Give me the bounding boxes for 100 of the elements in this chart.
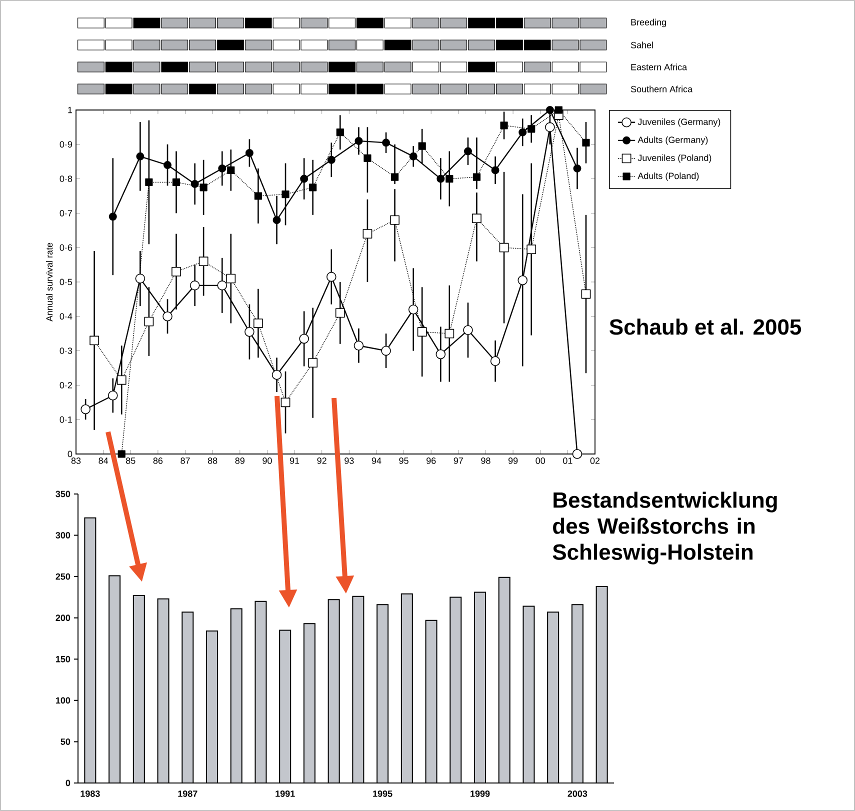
- point: [354, 340, 364, 351]
- point: [218, 164, 226, 172]
- y-tick-label: 100: [56, 697, 70, 704]
- text: Bestandsentwicklung des Weißstorchs in Schleswig-Holstein: [552, 492, 777, 564]
- y-tick-label: 350: [56, 490, 70, 498]
- point: [417, 327, 427, 337]
- point: [217, 280, 228, 290]
- point: [198, 256, 208, 266]
- x-tick-label: 01: [563, 458, 572, 464]
- point: [172, 178, 180, 186]
- y-axis-title: Annual survival rate: [46, 242, 53, 322]
- point: [464, 147, 472, 156]
- legend-label: Adults (Poland): [638, 172, 699, 181]
- point: [472, 173, 481, 181]
- x-tick-label: 88: [208, 458, 218, 464]
- y-tick-label: 250: [56, 573, 70, 580]
- point: [172, 266, 181, 276]
- point: [254, 318, 263, 328]
- point: [500, 122, 508, 130]
- point: [472, 214, 482, 224]
- y-tick-label: 150: [56, 656, 70, 662]
- legend-label: Adults (Germany): [638, 136, 708, 145]
- point: [499, 242, 509, 252]
- point: [573, 164, 582, 172]
- x-tick-label: 2003: [568, 790, 588, 797]
- x-tick-label: 90: [262, 458, 272, 464]
- point: [554, 106, 562, 114]
- point: [190, 180, 199, 188]
- point: [326, 272, 336, 282]
- point: [308, 358, 318, 368]
- point: [518, 275, 528, 286]
- x-tick-label: 02: [590, 458, 600, 464]
- y-tick-label: 50: [60, 738, 70, 745]
- point: [354, 136, 363, 145]
- y-tick-label: 300: [56, 532, 70, 538]
- point: [280, 398, 290, 408]
- point: [572, 449, 582, 459]
- y-tick-label: 0·3: [60, 348, 72, 354]
- point: [526, 244, 536, 254]
- x-tick-label: 92: [317, 458, 326, 464]
- y-tick-label: 0·2: [60, 382, 72, 388]
- text: Eastern Africa: [631, 64, 688, 70]
- y-tick-label: 0·7: [60, 210, 72, 216]
- point: [463, 325, 473, 336]
- x-tick-label: 83: [71, 458, 81, 464]
- y-tick-label: 0·6: [60, 244, 72, 251]
- point: [381, 346, 391, 356]
- x-tick-label: 85: [126, 458, 136, 464]
- point: [108, 212, 117, 221]
- x-tick-label: 91: [290, 458, 300, 464]
- text: Schaub et al. 2005: [610, 318, 802, 335]
- point: [116, 375, 126, 385]
- point: [362, 229, 372, 239]
- point: [528, 125, 536, 133]
- point: [408, 304, 418, 314]
- y-tick-label: 0·4: [60, 313, 72, 320]
- y-tick-label: 0: [66, 780, 70, 786]
- y-tick-label: 0·5: [60, 278, 72, 286]
- text: Southern Africa: [630, 86, 693, 92]
- point: [327, 156, 336, 164]
- point: [382, 138, 390, 147]
- x-tick-label: 1991: [276, 790, 295, 797]
- x-tick-label: 1995: [373, 790, 392, 797]
- point: [390, 215, 400, 225]
- point: [335, 308, 345, 318]
- x-tick-label: 1987: [178, 790, 198, 797]
- text: Sahel: [630, 42, 653, 48]
- y-tick-label: 1: [68, 106, 72, 114]
- y-tick-label: 0·1: [60, 416, 72, 423]
- point: [545, 122, 555, 132]
- point: [409, 152, 418, 160]
- x-tick-label: 96: [426, 458, 436, 464]
- point: [436, 174, 445, 183]
- legend-label: Juveniles (Poland): [638, 154, 712, 163]
- point: [118, 450, 126, 458]
- text: Breeding: [631, 18, 666, 28]
- y-tick-label: 200: [56, 614, 70, 622]
- point: [444, 328, 454, 338]
- x-tick-label: 94: [372, 458, 382, 464]
- point: [582, 138, 590, 146]
- y-tick-label: 0·8: [60, 176, 72, 182]
- point: [282, 190, 290, 198]
- point: [244, 326, 254, 337]
- point: [490, 356, 500, 366]
- point: [364, 154, 372, 162]
- point: [200, 184, 208, 192]
- point: [518, 128, 527, 136]
- x-tick-label: 95: [399, 458, 408, 464]
- point: [144, 316, 154, 326]
- point: [546, 106, 554, 114]
- point: [108, 390, 118, 400]
- point: [145, 178, 153, 186]
- point: [436, 349, 446, 360]
- point: [80, 404, 90, 414]
- point: [254, 192, 262, 200]
- point: [300, 174, 308, 183]
- point: [336, 128, 344, 136]
- point: [390, 173, 399, 181]
- point: [164, 161, 172, 170]
- point: [299, 334, 309, 344]
